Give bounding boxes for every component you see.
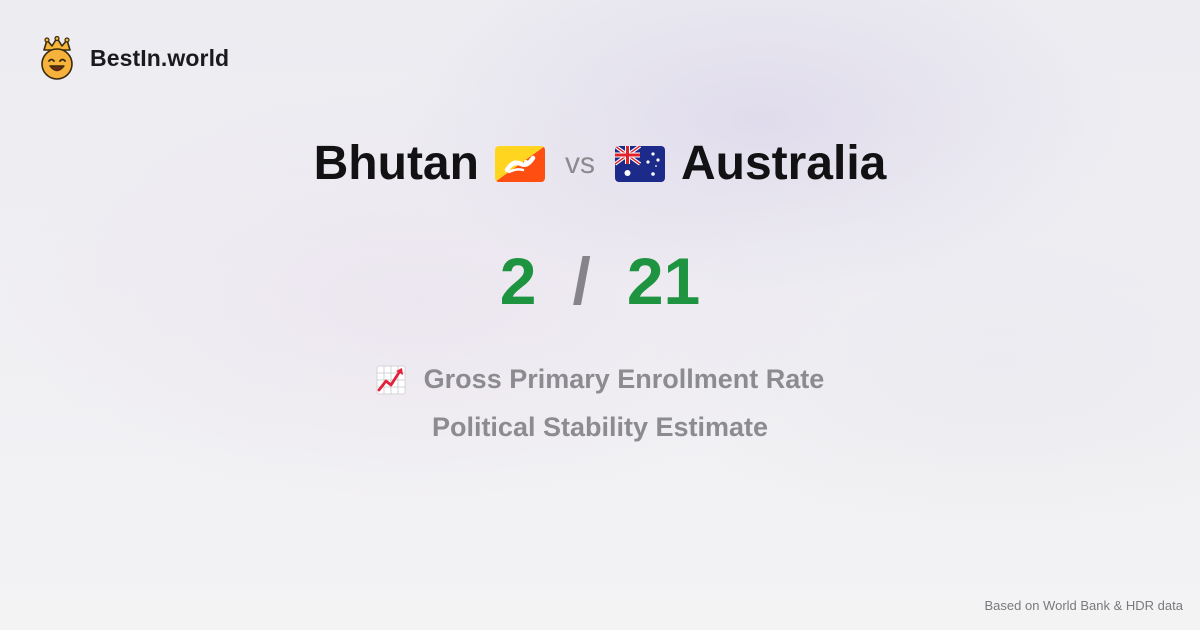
- metric-label: Gross Primary Enrollment Rate: [423, 364, 825, 394]
- data-source-note: Based on World Bank & HDR data: [984, 598, 1183, 613]
- metric-label: Political Stability Estimate: [431, 412, 769, 442]
- metric-item[interactable]: Gross Primary Enrollment Rate: [0, 364, 1200, 395]
- comparison-title: Bhutan vs Australia: [0, 136, 1200, 192]
- brand[interactable]: BestIn.world: [38, 36, 229, 80]
- right-score: 21: [626, 244, 701, 318]
- brand-name[interactable]: BestIn.world: [90, 44, 230, 71]
- metric-item[interactable]: Political Stability Estimate: [0, 412, 1200, 443]
- crown-smiley-icon: [41, 36, 73, 80]
- vs-label: vs: [564, 147, 595, 180]
- score-separator: /: [572, 244, 591, 318]
- australia-flag-icon: [614, 146, 665, 182]
- score-row: 2 / 21: [0, 244, 1200, 318]
- chart-increasing-icon: [376, 365, 406, 394]
- right-country-name[interactable]: Australia: [680, 137, 887, 190]
- left-country-name[interactable]: Bhutan: [313, 137, 479, 190]
- left-score: 2: [499, 244, 537, 318]
- bhutan-flag-icon: [494, 146, 545, 182]
